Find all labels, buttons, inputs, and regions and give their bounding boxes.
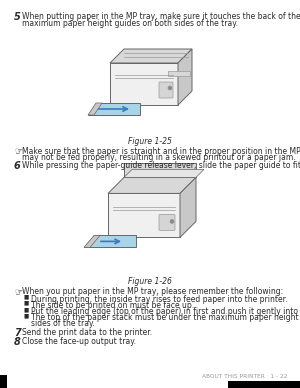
Bar [228, 381, 300, 388]
Text: sides of the tray.: sides of the tray. [31, 319, 95, 328]
Text: When you put paper in the MP tray, please remember the following:: When you put paper in the MP tray, pleas… [22, 288, 283, 296]
Text: ■: ■ [24, 301, 29, 306]
Text: 7: 7 [14, 327, 21, 338]
Text: Close the face-up output tray.: Close the face-up output tray. [22, 337, 136, 346]
Text: 5: 5 [14, 12, 21, 22]
Text: ABOUT THIS PRINTER   1 - 22: ABOUT THIS PRINTER 1 - 22 [202, 374, 287, 379]
Text: maximum paper height guides on both sides of the tray.: maximum paper height guides on both side… [22, 19, 238, 28]
Text: ☞: ☞ [14, 147, 22, 156]
Polygon shape [110, 49, 192, 63]
Text: Make sure that the paper is straight and in the proper position in the MP tray. : Make sure that the paper is straight and… [22, 147, 300, 156]
Circle shape [168, 86, 172, 90]
Text: The side to be printed on must be face up.: The side to be printed on must be face u… [31, 301, 194, 310]
FancyBboxPatch shape [159, 215, 175, 230]
Text: may not be fed properly, resulting in a skewed printout or a paper jam.: may not be fed properly, resulting in a … [22, 153, 296, 162]
Text: Send the print data to the printer.: Send the print data to the printer. [22, 327, 152, 337]
Bar [108, 193, 180, 237]
Polygon shape [88, 103, 102, 115]
Text: ☞: ☞ [14, 288, 22, 296]
Text: ■: ■ [24, 313, 29, 318]
Text: 8: 8 [14, 337, 21, 346]
Polygon shape [88, 103, 140, 115]
Polygon shape [108, 177, 196, 193]
Circle shape [170, 219, 174, 223]
Text: ■: ■ [24, 294, 29, 300]
Text: Figure 1-26: Figure 1-26 [128, 277, 172, 286]
Text: Figure 1-25: Figure 1-25 [128, 137, 172, 146]
Polygon shape [124, 170, 204, 177]
Text: The top of the paper stack must be under the maximum paper height guides that ar: The top of the paper stack must be under… [31, 313, 300, 322]
Polygon shape [84, 236, 100, 248]
Text: 6: 6 [14, 161, 21, 171]
Bar [0, 375, 7, 388]
Bar [110, 63, 178, 105]
Text: During printing, the inside tray rises to feed paper into the printer.: During printing, the inside tray rises t… [31, 294, 287, 303]
Bar [168, 71, 190, 76]
Text: While pressing the paper-guide release lever, slide the paper guide to fit the p: While pressing the paper-guide release l… [22, 161, 300, 170]
Polygon shape [124, 163, 196, 177]
Text: When putting paper in the MP tray, make sure it touches the back of the tray and: When putting paper in the MP tray, make … [22, 12, 300, 21]
FancyBboxPatch shape [159, 82, 173, 98]
Polygon shape [178, 49, 192, 105]
Polygon shape [84, 236, 136, 248]
Polygon shape [180, 177, 196, 237]
Text: ■: ■ [24, 307, 29, 312]
Text: Put the leading edge (top of the paper) in first and push it gently into the tra: Put the leading edge (top of the paper) … [31, 307, 300, 316]
